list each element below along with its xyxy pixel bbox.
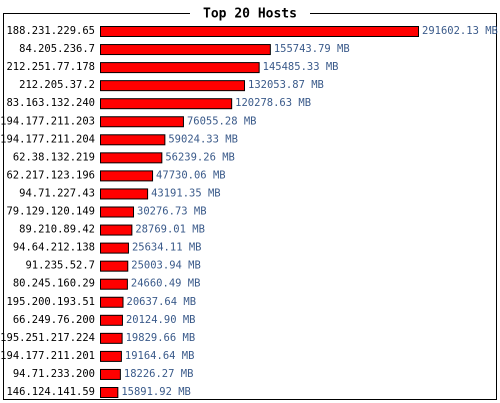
value-label: 47730.06 MB xyxy=(156,169,226,181)
value-label: 291602.13 MB xyxy=(422,25,498,37)
value-label: 19829.66 MB xyxy=(126,332,196,344)
bar xyxy=(100,134,166,146)
bar xyxy=(100,26,419,37)
value-label: 43191.35 MB xyxy=(151,187,221,199)
host-label: 89.210.89.42 xyxy=(19,224,95,236)
bar xyxy=(100,278,128,290)
value-label: 24660.49 MB xyxy=(131,278,201,290)
value-label: 155743.79 MB xyxy=(274,43,350,55)
host-label: 94.71.227.43 xyxy=(19,187,95,199)
title-bg xyxy=(190,5,310,21)
host-label: 94.71.233.200 xyxy=(13,368,95,380)
value-label: 20637.64 MB xyxy=(127,296,197,308)
value-label: 76055.28 MB xyxy=(187,115,257,127)
host-label: 83.163.132.240 xyxy=(6,97,95,109)
host-label: 79.129.120.149 xyxy=(6,206,95,218)
bar xyxy=(100,188,149,200)
host-label: 62.38.132.219 xyxy=(13,151,95,163)
value-label: 28769.01 MB xyxy=(135,224,205,236)
bar xyxy=(100,350,122,362)
host-label: 84.205.236.7 xyxy=(19,43,95,55)
value-label: 56239.26 MB xyxy=(165,151,235,163)
bar xyxy=(100,170,154,182)
value-label: 25634.11 MB xyxy=(132,242,202,254)
bar xyxy=(100,62,260,74)
host-label: 194.177.211.204 xyxy=(0,133,95,145)
bar xyxy=(100,260,129,272)
host-label: 94.64.212.138 xyxy=(13,242,95,254)
bar xyxy=(100,332,123,344)
value-label: 145485.33 MB xyxy=(263,61,339,73)
bar xyxy=(100,80,246,92)
bar xyxy=(100,314,123,326)
value-label: 20124.90 MB xyxy=(126,314,196,326)
value-label: 120278.63 MB xyxy=(235,97,311,109)
bar xyxy=(100,116,184,128)
value-label: 132053.87 MB xyxy=(248,79,324,91)
value-label: 30276.73 MB xyxy=(137,206,207,218)
host-label: 80.245.160.29 xyxy=(13,278,95,290)
bar xyxy=(100,98,233,110)
host-label: 194.177.211.201 xyxy=(0,350,95,362)
bar xyxy=(100,224,133,236)
host-label: 212.251.77.178 xyxy=(6,61,95,73)
host-label: 195.200.193.51 xyxy=(6,296,95,308)
bar xyxy=(100,44,271,56)
value-label: 19164.64 MB xyxy=(125,350,195,362)
bar xyxy=(100,206,135,218)
host-label: 146.124.141.59 xyxy=(6,386,95,398)
bar xyxy=(100,152,163,164)
value-label: 59024.33 MB xyxy=(168,133,238,145)
bar xyxy=(100,387,119,398)
host-label: 91.235.52.7 xyxy=(25,260,95,272)
host-label: 195.251.217.224 xyxy=(0,332,95,344)
value-label: 25003.94 MB xyxy=(131,260,201,272)
chart-title: Top 20 Hosts xyxy=(203,7,297,22)
host-label: 62.217.123.196 xyxy=(6,169,95,181)
value-label: 18226.27 MB xyxy=(124,368,194,380)
host-label: 66.249.76.200 xyxy=(13,314,95,326)
value-label: 15891.92 MB xyxy=(121,386,191,398)
bar xyxy=(100,368,121,380)
bar xyxy=(100,296,124,308)
host-label: 212.205.37.2 xyxy=(19,79,95,91)
host-label: 194.177.211.203 xyxy=(0,115,95,127)
bar xyxy=(100,242,129,254)
host-label: 188.231.229.65 xyxy=(6,25,95,37)
